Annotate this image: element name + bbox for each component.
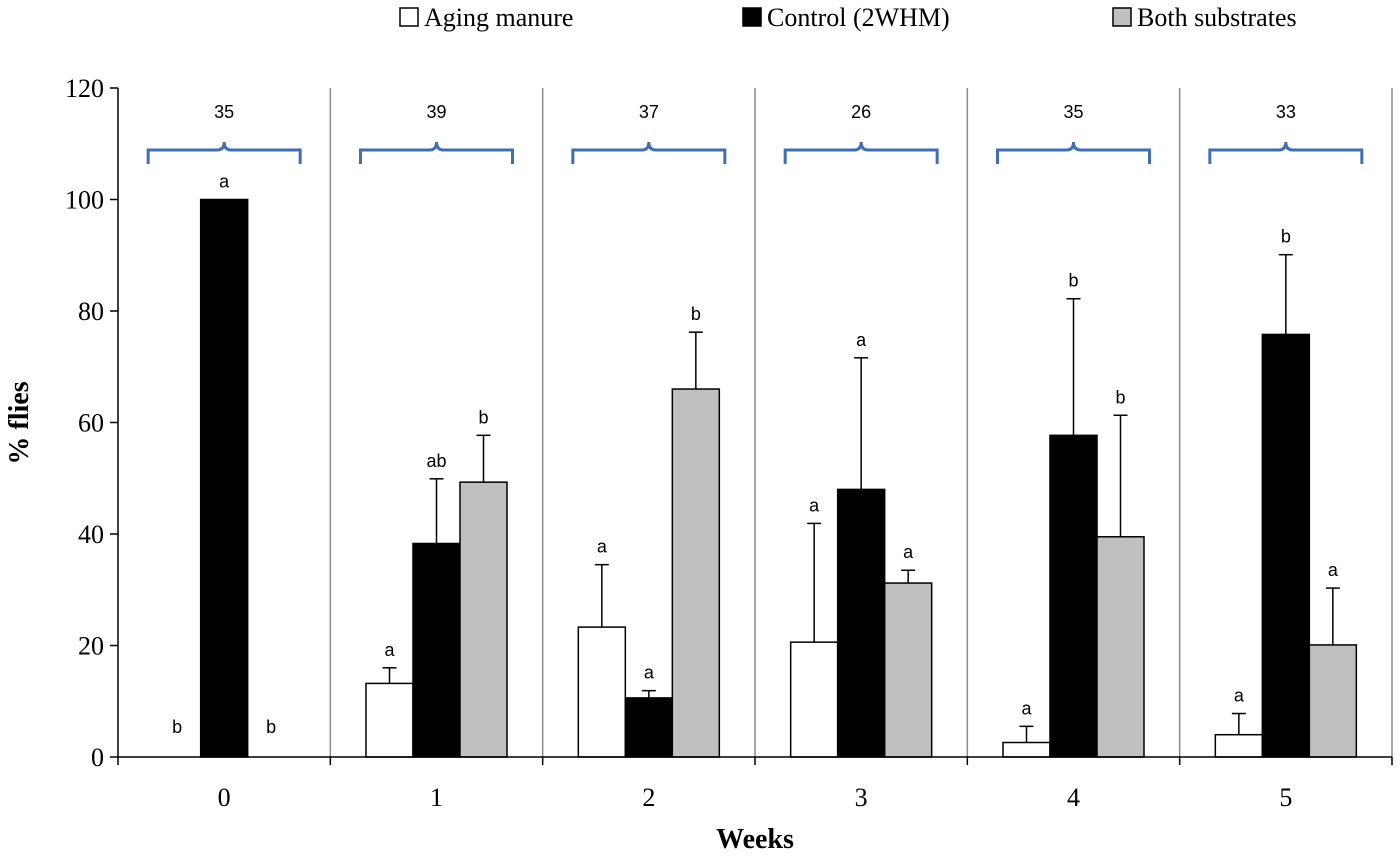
significance-letter: a [384, 640, 395, 660]
bar-aging-manure [1002, 741, 1051, 758]
bar-control-2whm- [199, 198, 249, 758]
significance-letter: a [597, 537, 608, 557]
group-brace [1208, 141, 1364, 164]
bar-both-substrates [671, 388, 721, 758]
x-tick-label: 1 [430, 783, 443, 812]
bar-aging-manure [1214, 733, 1264, 758]
axes: 0 20 40 60 80 100 120 0 1 2 3 4 5 [65, 74, 1393, 812]
significance-letter: b [1281, 227, 1291, 247]
significance-letter: a [1234, 686, 1245, 706]
x-tick-label: 3 [855, 783, 868, 812]
y-tick-label: 80 [78, 297, 104, 326]
legend-swatch [399, 7, 419, 27]
significance-letter: ab [426, 451, 446, 471]
group-n-label: 35 [1063, 102, 1083, 122]
significance-letter: a [1021, 698, 1032, 718]
legend: Aging manure Control (2WHM) Both substrate… [399, 3, 1297, 32]
significance-letter: a [1328, 560, 1339, 580]
bar-both-substrates [883, 582, 933, 758]
y-tick-label: 100 [65, 186, 104, 215]
significance-letter: a [644, 663, 655, 683]
x-tick-label: 2 [642, 783, 655, 812]
group-n-label: 26 [851, 102, 871, 122]
x-tick-label: 5 [1279, 783, 1292, 812]
bar-both-substrates [1308, 644, 1358, 758]
y-tick-label: 60 [78, 409, 104, 438]
significance-letter: a [219, 172, 230, 192]
group-brace [783, 141, 939, 164]
bar-aging-manure [577, 626, 627, 758]
group-n-label: 35 [214, 102, 234, 122]
bar-both-substrates [459, 481, 508, 758]
y-tick-label: 40 [78, 520, 104, 549]
y-tick-label: 120 [65, 74, 104, 103]
legend-label: Both substrates [1137, 3, 1297, 32]
group-n-label: 39 [426, 102, 446, 122]
group-brace [996, 141, 1151, 164]
legend-label: Control (2WHM) [767, 3, 950, 32]
significance-letter: b [172, 717, 182, 737]
significance-letter: a [856, 330, 867, 350]
error-bars [382, 253, 1340, 743]
significance-letter: b [1115, 387, 1125, 407]
bars [199, 198, 1358, 758]
group-dividers [329, 88, 1393, 757]
y-tick-label: 0 [91, 743, 104, 772]
group-n-label: 33 [1276, 102, 1296, 122]
x-tick-label: 0 [218, 783, 231, 812]
group-braces: 35 39 37 26 35 33 [146, 102, 1364, 164]
group-brace [571, 141, 727, 164]
group-n-label: 37 [639, 102, 659, 122]
significance-letter: b [266, 717, 276, 737]
bar-aging-manure [365, 682, 414, 758]
group-brace [359, 141, 514, 164]
x-axis-label: Weeks [716, 824, 794, 855]
significance-letter: b [691, 304, 701, 324]
bar-control-2whm- [1261, 333, 1311, 758]
bar-control-2whm- [1049, 434, 1098, 758]
significance-letter: b [478, 407, 488, 427]
bar-control-2whm- [624, 697, 674, 758]
bar-both-substrates [1096, 536, 1145, 758]
bar-control-2whm- [836, 488, 886, 758]
significance-letter: a [809, 495, 820, 515]
legend-swatch [742, 7, 762, 27]
significance-letter: a [903, 542, 914, 562]
group-brace [146, 141, 302, 164]
significance-letter: b [1068, 271, 1078, 291]
legend-label: Aging manure [424, 3, 573, 32]
y-axis-label: % flies [4, 381, 35, 464]
x-tick-label: 4 [1067, 783, 1080, 812]
legend-swatch [1112, 7, 1132, 27]
bar-control-2whm- [412, 542, 461, 758]
y-tick-label: 20 [78, 632, 104, 661]
bar-aging-manure [789, 641, 839, 758]
